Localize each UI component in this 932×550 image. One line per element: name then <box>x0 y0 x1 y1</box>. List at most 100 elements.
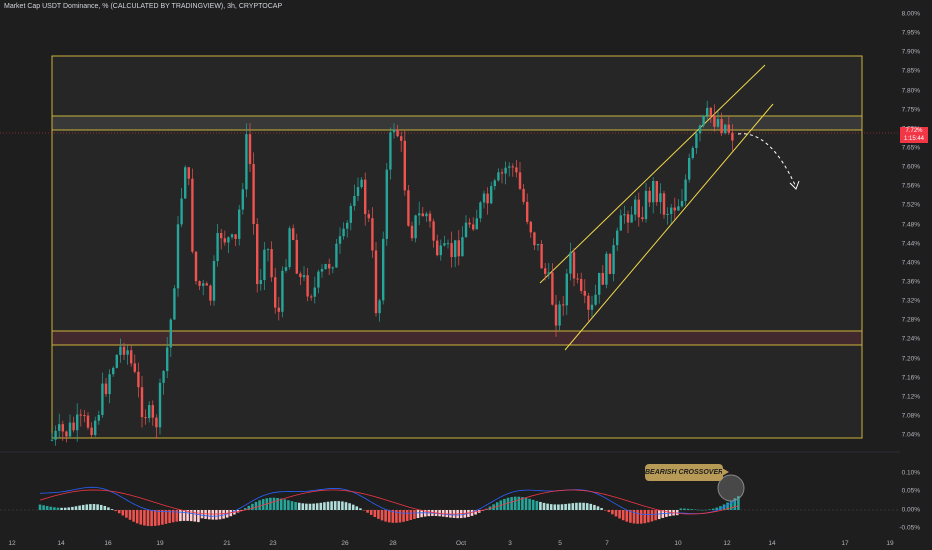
candle-body <box>565 273 568 306</box>
histogram-bar <box>200 510 204 519</box>
candle-body <box>364 179 367 215</box>
histogram-bar <box>506 497 510 510</box>
candle-body <box>184 167 187 199</box>
candle-body <box>50 439 54 441</box>
price-tick-label: 7.20% <box>901 355 920 363</box>
histogram-bar <box>42 505 45 510</box>
candle-body <box>331 267 334 269</box>
histogram-bar <box>557 504 560 510</box>
histogram-bar <box>578 502 582 510</box>
candle-body <box>324 264 327 270</box>
histogram-bar <box>146 510 150 526</box>
candle-body <box>601 272 604 285</box>
candle-body <box>677 206 680 211</box>
candle-body <box>554 304 558 326</box>
candle-body <box>648 190 651 203</box>
candle-body <box>450 243 453 258</box>
histogram-bar <box>135 510 139 524</box>
crossover-marker[interactable] <box>717 474 745 502</box>
candle-body <box>263 249 266 281</box>
histogram-bar <box>301 503 305 510</box>
histogram-bar <box>614 510 618 517</box>
histogram-bar <box>413 510 416 519</box>
candle-body <box>572 252 576 279</box>
histogram-bar <box>585 503 589 510</box>
histogram-bar <box>99 504 103 510</box>
candle-body <box>529 221 532 233</box>
candle-body <box>133 363 136 372</box>
candle-body <box>295 239 298 274</box>
candle-body <box>684 179 687 202</box>
time-tick-label: 21 <box>223 540 231 547</box>
histogram-bar <box>53 507 56 510</box>
histogram-bar <box>258 500 261 510</box>
candle-body <box>101 383 104 415</box>
histogram-bar <box>560 504 564 510</box>
histogram-bar <box>186 510 189 521</box>
histogram-bar <box>697 509 701 511</box>
candle-body <box>281 270 284 312</box>
histogram-bar <box>240 510 243 511</box>
histogram-bar <box>45 506 49 510</box>
range-box[interactable] <box>51 55 863 439</box>
histogram-bar <box>618 510 621 519</box>
histogram-bar <box>711 508 715 510</box>
candle-body <box>400 136 403 141</box>
chart-title: Market Cap USDT Dominance, % (CALCULATED… <box>4 3 283 10</box>
resistance-zone[interactable] <box>51 115 863 131</box>
candle-body <box>590 304 594 310</box>
candle-body <box>248 134 252 164</box>
candle-body <box>270 249 273 278</box>
channel-lower-line[interactable] <box>564 103 774 351</box>
histogram-bar <box>344 502 348 510</box>
histogram-bar <box>287 500 290 510</box>
histogram-bar <box>143 510 146 526</box>
candle-body <box>166 347 169 372</box>
candle-body <box>137 371 140 388</box>
candle-body <box>493 180 496 187</box>
candle-body <box>97 414 100 421</box>
histogram-bar <box>351 504 355 510</box>
histogram-bar <box>276 497 279 510</box>
histogram-bar <box>297 502 301 510</box>
candle-body <box>576 278 579 280</box>
histogram-bar <box>636 510 639 524</box>
histogram-bar <box>279 498 283 510</box>
candlestick-series <box>50 100 734 446</box>
candle-body <box>216 233 219 262</box>
candle-body <box>320 269 324 272</box>
candle-body <box>626 214 630 223</box>
candle-body <box>205 283 208 286</box>
candle-body <box>68 422 72 437</box>
candle-body <box>594 294 597 305</box>
candle-body <box>720 119 723 134</box>
candle-body <box>688 157 691 180</box>
histogram-bar <box>330 501 333 510</box>
candle-body <box>382 238 385 301</box>
histogram-bar <box>207 510 211 520</box>
channel-upper-line[interactable] <box>539 64 766 284</box>
histogram-bar <box>171 510 175 523</box>
support-zone[interactable] <box>51 330 863 346</box>
candle-body <box>486 193 489 204</box>
histogram-bar <box>377 510 380 519</box>
candle-body <box>490 186 493 204</box>
candle-body <box>72 422 75 431</box>
candle-body <box>472 224 475 230</box>
histogram-bar <box>294 502 297 510</box>
histogram-bar <box>67 507 71 510</box>
candle-body <box>655 180 658 203</box>
histogram-bar <box>81 504 85 510</box>
candle-body <box>392 129 396 133</box>
candle-body <box>360 179 363 188</box>
histogram-bar <box>639 510 643 524</box>
candle-body <box>209 285 212 301</box>
histogram-bar <box>71 506 74 510</box>
candle-body <box>223 238 226 243</box>
candle-body <box>508 166 511 168</box>
candle-body <box>547 272 550 274</box>
price-tick-label: 7.40% <box>901 259 920 267</box>
candle-body <box>511 166 514 168</box>
histogram-bar <box>362 510 366 511</box>
